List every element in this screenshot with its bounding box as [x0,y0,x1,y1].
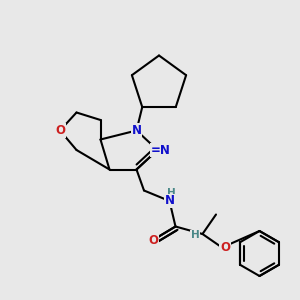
Text: H: H [167,188,176,199]
Text: H: H [190,230,200,241]
Text: N: N [131,124,142,137]
Text: =N: =N [151,143,170,157]
Text: O: O [55,124,65,137]
Text: N: N [164,194,175,208]
Text: O: O [148,233,158,247]
Text: O: O [220,241,230,254]
